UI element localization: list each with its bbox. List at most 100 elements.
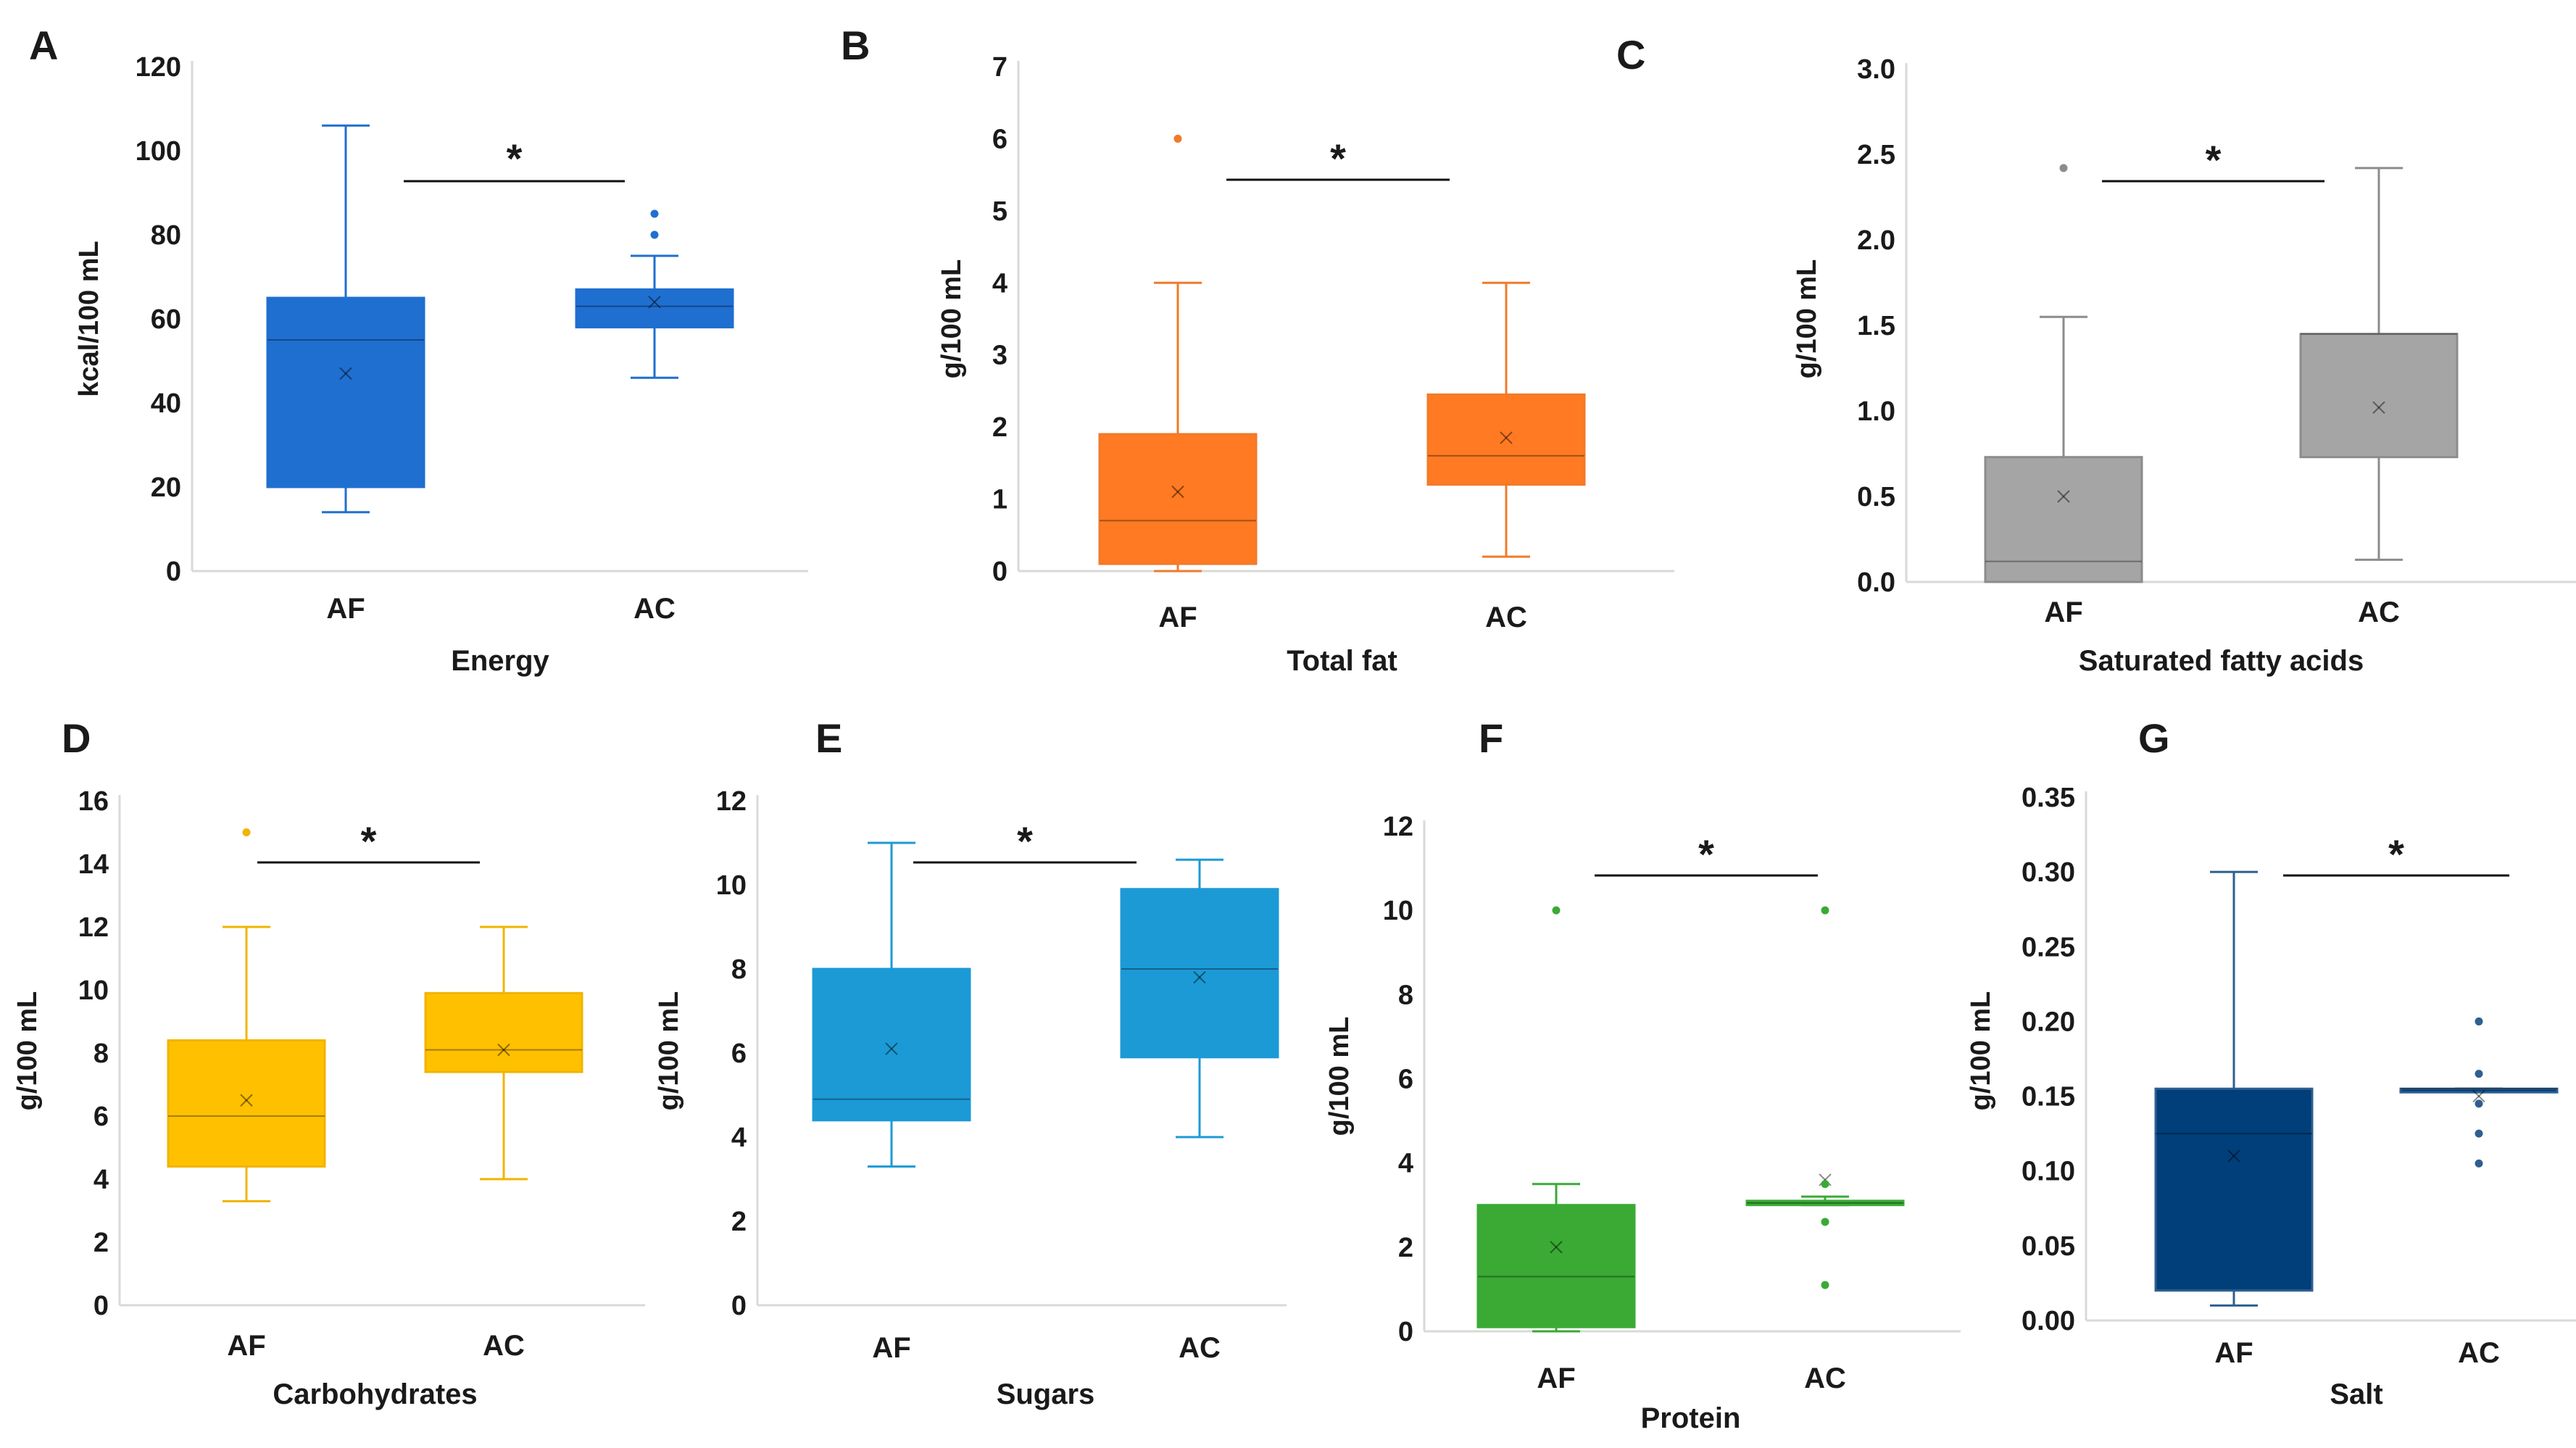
category-label: AF <box>2214 1337 2253 1369</box>
y-tick-label: 12 <box>1383 812 1413 842</box>
box-af: AF <box>1984 164 2143 628</box>
iqr-box <box>1426 393 1586 486</box>
y-axis-label: g/100 mL <box>936 259 967 379</box>
y-tick-label: 1.0 <box>1857 396 1895 427</box>
iqr-box <box>2399 1087 2559 1094</box>
mean-marker <box>2227 1149 2240 1162</box>
y-tick-label: 0.0 <box>1857 567 1895 598</box>
box-ac: AC <box>1120 858 1279 1364</box>
iqr-box <box>1120 888 1279 1059</box>
outlier-point <box>1821 906 1829 915</box>
panel-letter-e: E <box>815 715 842 761</box>
panel-e: E 0 2 4 6 8 10 12 g/100 mL Sugars AF AC * <box>654 715 1287 1410</box>
mean-marker-stroke <box>2472 1089 2485 1103</box>
mean-marker-stroke <box>1171 485 1184 499</box>
x-axis-label: Sugars <box>997 1378 1095 1410</box>
y-tick-label: 12 <box>78 912 109 943</box>
mean-marker-stroke <box>1500 431 1513 444</box>
significance-star: * <box>2206 137 2222 183</box>
category-label: AC <box>1804 1362 1846 1394</box>
category-label: AF <box>1158 602 1197 633</box>
iqr-box <box>1476 1204 1636 1328</box>
y-axis-label: g/100 mL <box>1966 991 1996 1111</box>
mean-marker <box>648 296 661 309</box>
iqr-box <box>266 296 425 488</box>
mean-marker <box>497 1043 510 1057</box>
x-axis-label: Salt <box>2330 1378 2382 1410</box>
mean-marker-stroke <box>339 367 352 380</box>
mean-marker-stroke <box>2227 1149 2240 1162</box>
y-tick-label: 80 <box>151 220 181 251</box>
y-tick-label: 0.5 <box>1857 482 1895 512</box>
y-tick-label: 0.15 <box>2022 1082 2075 1112</box>
mean-marker <box>1193 970 1206 984</box>
outlier-point <box>242 828 251 836</box>
significance-star: * <box>507 136 523 181</box>
y-tick-label: 4 <box>94 1165 109 1195</box>
y-tick-label: 2.5 <box>1857 140 1895 170</box>
mean-marker <box>339 367 352 380</box>
mean-marker-stroke <box>1500 431 1513 444</box>
panel-letter-g: G <box>2138 715 2170 761</box>
mean-marker-stroke <box>240 1094 253 1107</box>
outlier-point <box>1821 1180 1829 1189</box>
mean-marker <box>1500 431 1513 444</box>
outlier-point <box>650 230 659 239</box>
y-tick-label: 60 <box>151 304 181 335</box>
panel-letter-a: A <box>29 22 58 68</box>
box-ac: AC <box>2299 167 2459 628</box>
y-tick-label: 6 <box>94 1102 109 1132</box>
box-af: AF <box>2154 870 2314 1369</box>
y-tick-label: 0 <box>166 557 181 587</box>
box-ac: AC <box>1426 281 1586 633</box>
y-tick-label: 0 <box>992 557 1007 587</box>
iqr-box <box>167 1039 326 1168</box>
box-ac: AC <box>1745 906 1905 1394</box>
y-tick-label: 0.20 <box>2022 1007 2075 1037</box>
outlier-point <box>1821 1218 1829 1226</box>
panel-letter-f: F <box>1479 715 1503 761</box>
y-tick-label: 2 <box>1398 1233 1413 1263</box>
y-tick-label: 8 <box>1398 980 1413 1010</box>
iqr-box <box>1984 456 2143 583</box>
y-tick-label: 6 <box>731 1039 747 1069</box>
box-ac: AC <box>575 209 734 625</box>
category-label: AF <box>2044 596 2082 628</box>
y-tick-label: 2.0 <box>1857 225 1895 256</box>
mean-marker-stroke <box>1550 1241 1563 1254</box>
panel-letter-b: B <box>841 22 870 68</box>
box-ac: AC <box>424 925 583 1362</box>
outlier-point <box>2475 1099 2483 1108</box>
y-axis-label: kcal/100 mL <box>74 241 104 396</box>
y-tick-label: 0.30 <box>2022 857 2075 888</box>
x-axis-label: Saturated fatty acids <box>2079 645 2364 677</box>
outlier-point <box>2059 164 2068 172</box>
x-axis-label: Total fat <box>1287 645 1397 677</box>
category-label: AC <box>2458 1337 2500 1369</box>
y-tick-label: 0.10 <box>2022 1157 2075 1187</box>
y-tick-label: 20 <box>151 473 181 503</box>
mean-marker-stroke <box>2372 401 2385 414</box>
y-tick-label: 120 <box>136 52 181 83</box>
panel-letter-d: D <box>62 715 91 761</box>
x-axis-label: Carbohydrates <box>273 1378 477 1410</box>
y-tick-label: 1.5 <box>1857 311 1895 341</box>
y-tick-label: 6 <box>1398 1065 1413 1095</box>
panel-c: C 0.0 0.5 1.0 1.5 2.0 2.5 3.0 g/100 mL Saturated … <box>1616 32 2576 677</box>
box-af: AF <box>1098 134 1258 633</box>
y-tick-label: 2 <box>94 1228 109 1258</box>
y-tick-label: 40 <box>151 388 181 419</box>
iqr-box <box>2299 333 2459 459</box>
panel-a: A 0 20 40 60 80 100 120 kcal/100 mL Energy AF AC * <box>29 22 808 677</box>
category-label: AF <box>1537 1362 1575 1394</box>
mean-marker <box>240 1094 253 1107</box>
y-tick-label: 0.05 <box>2022 1231 2075 1262</box>
y-tick-label: 2 <box>731 1207 747 1237</box>
category-label: AC <box>1485 602 1527 633</box>
box-af: AF <box>167 828 326 1362</box>
y-tick-label: 0 <box>1398 1317 1413 1347</box>
y-tick-label: 10 <box>716 870 747 901</box>
outlier-point <box>2475 1070 2483 1078</box>
